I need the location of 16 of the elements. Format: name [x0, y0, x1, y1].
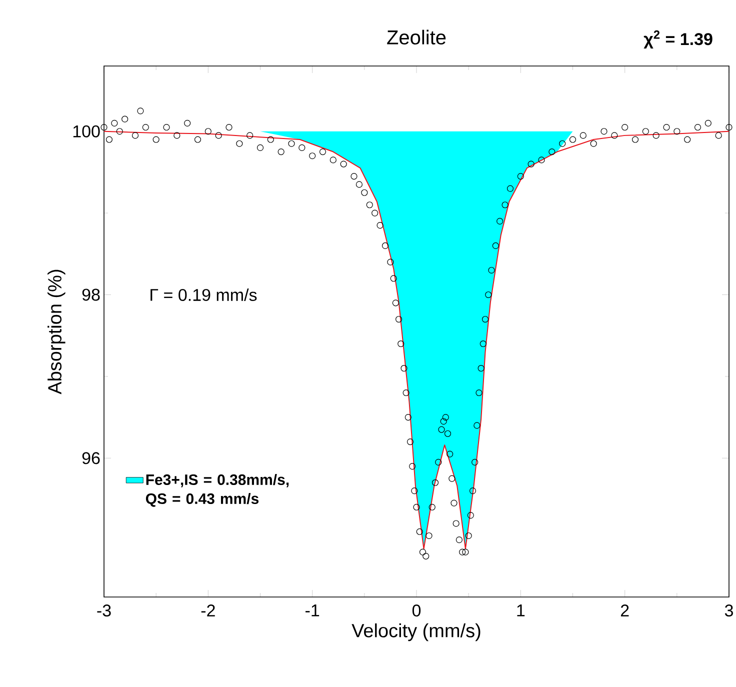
y-axis-title: Absorption (%)	[48, 270, 66, 394]
y-tick-label: 98	[82, 288, 100, 301]
text: χ$^{2}$ = 1.39	[644, 30, 712, 48]
y-tick-label: 100	[73, 125, 100, 138]
x-tick-label: -1	[306, 604, 320, 616]
x-tick-label: -2	[201, 604, 215, 616]
x-axis-title: Velocity (mm/s)	[352, 623, 480, 642]
x-tick-label: 2	[620, 604, 629, 616]
y-tick-label: 96	[82, 452, 100, 464]
annotation: Γ = 0.19 mm/s	[150, 288, 257, 301]
chart-title: Zeolite	[387, 30, 446, 45]
x-tick-label: -3	[97, 604, 111, 617]
x-tick-label: 1	[517, 604, 525, 616]
x-tick-label: 3	[724, 604, 733, 617]
legend-label: Fe3+,IS = 0.38mm/s, QS = 0.43 mm/s	[146, 474, 289, 507]
x-tick-label: 0	[412, 604, 421, 617]
